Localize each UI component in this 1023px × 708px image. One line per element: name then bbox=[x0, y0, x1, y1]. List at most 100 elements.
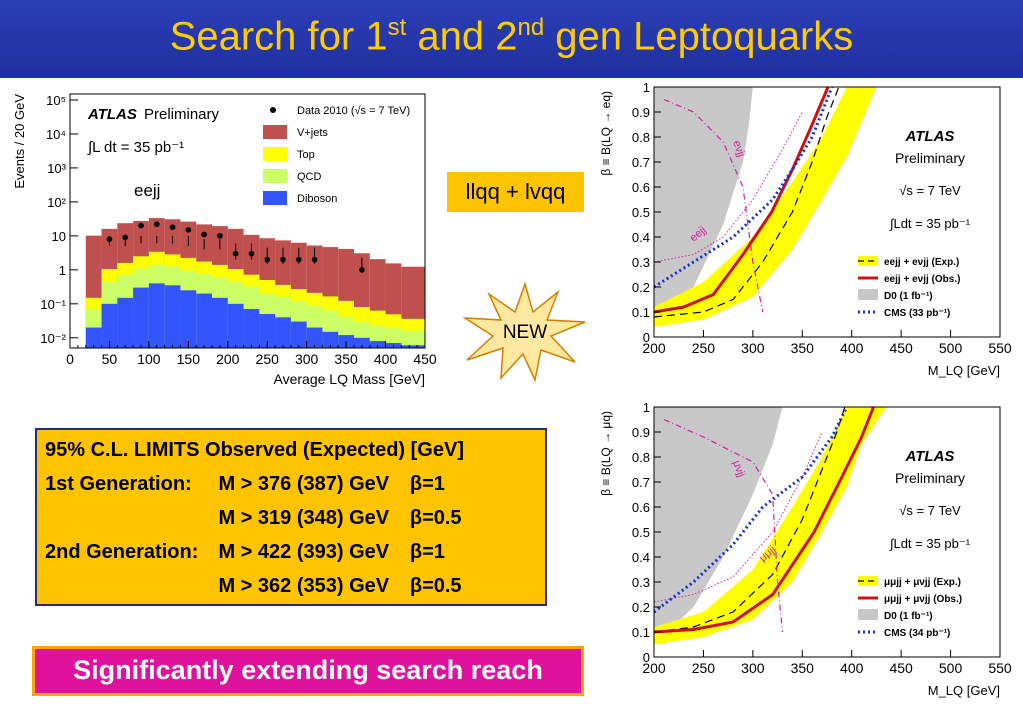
legend-entry: D0 (1 fb⁻¹) bbox=[884, 291, 933, 302]
legend-entry: CMS (34 pb⁻¹) bbox=[884, 628, 950, 639]
beta-cell: β=1 bbox=[409, 472, 445, 495]
y-tick-label: 10⁻¹ bbox=[40, 297, 66, 312]
first-gen-limit-chart: 200 250 300 350 400 450 500 550 0 0.1 0.2 0.3 0.4 0.5… bbox=[600, 82, 1012, 378]
data-point bbox=[359, 267, 365, 273]
channel-label-a: μνjj bbox=[730, 459, 747, 479]
x-tick-label: 150 bbox=[177, 351, 201, 367]
x-tick-label: 300 bbox=[741, 340, 765, 356]
x-tick-label: 250 bbox=[692, 660, 716, 676]
stack-bar-diboson bbox=[401, 345, 425, 348]
atlas-label: ATLAS bbox=[905, 128, 955, 145]
legend-data-marker bbox=[270, 107, 276, 113]
new-badge-label: NEW bbox=[503, 322, 547, 343]
y-tick-label: 1 bbox=[643, 82, 650, 95]
limits-row: M > 362 (353) GeV β=0.5 bbox=[45, 569, 478, 603]
data-point bbox=[217, 233, 223, 239]
preliminary-label: Preliminary bbox=[144, 106, 220, 123]
x-tick-label: 350 bbox=[334, 351, 358, 367]
stack-bar-diboson bbox=[164, 285, 181, 348]
plot-area bbox=[654, 407, 887, 645]
y-tick-label: 0.3 bbox=[632, 255, 650, 270]
stack-bar-diboson bbox=[196, 293, 212, 348]
legend-swatch bbox=[858, 609, 878, 620]
mass-cell: M > 319 (348) GeV bbox=[218, 506, 390, 529]
y-tick-label: 10⁵ bbox=[46, 93, 66, 108]
stack-bar-diboson bbox=[148, 283, 165, 348]
lumi-label: ∫L dt = 35 pb⁻¹ bbox=[87, 139, 184, 156]
y-tick-label: 0.7 bbox=[632, 475, 650, 490]
x-axis-label: Average LQ Mass [GeV] bbox=[274, 371, 425, 387]
x-tick-label: 50 bbox=[102, 351, 118, 367]
x-tick-label: 400 bbox=[840, 340, 864, 356]
mass-cell: M > 422 (393) GeV bbox=[218, 540, 390, 563]
y-tick-label: 1 bbox=[59, 263, 66, 278]
data-point bbox=[248, 250, 255, 257]
legend-swatch bbox=[263, 169, 287, 183]
plot-frame bbox=[69, 93, 426, 349]
y-axis-label: β ≡ B(LQ → μq) bbox=[600, 411, 613, 496]
legend-swatch bbox=[263, 125, 287, 139]
y-tick-label: 0 bbox=[643, 330, 650, 345]
plot-area bbox=[654, 87, 877, 327]
legend-entry: μμjj + μνjj (Obs.) bbox=[884, 594, 962, 605]
y-tick-label: 0.1 bbox=[632, 625, 650, 640]
x-tick-label: 200 bbox=[642, 340, 666, 356]
y-tick-label: 0.9 bbox=[632, 425, 650, 440]
legend-entry: eejj + eνjj (Exp.) bbox=[884, 257, 959, 268]
expected-band bbox=[654, 87, 877, 327]
y-tick-label: 0.5 bbox=[632, 205, 650, 220]
data-point bbox=[201, 231, 207, 238]
y-tick-label: 0.7 bbox=[632, 155, 650, 170]
stack-bar-diboson bbox=[133, 287, 149, 348]
y-tick-label: 10 bbox=[52, 229, 66, 244]
stack-bar-diboson bbox=[275, 317, 291, 348]
y-tick-label: 0.4 bbox=[632, 550, 650, 565]
y-tick-label: 0.5 bbox=[632, 525, 650, 540]
stack-bar-diboson bbox=[354, 337, 370, 348]
x-tick-label: 200 bbox=[216, 351, 240, 367]
single-channel-a-line bbox=[663, 98, 764, 313]
observed-limit-line bbox=[654, 407, 875, 634]
data-point bbox=[169, 224, 176, 230]
legend-entry: eejj + eνjj (Obs.) bbox=[884, 274, 960, 285]
slide-title: Search for 1st and 2nd gen Leptoquarks bbox=[0, 14, 1023, 59]
stack-bar-diboson bbox=[259, 314, 276, 348]
stack-bar-diboson bbox=[180, 290, 197, 348]
atlas-label: ATLAS bbox=[87, 106, 137, 123]
stack-bar-diboson bbox=[243, 309, 260, 348]
generation-cell: 1st Generation: bbox=[45, 472, 192, 495]
legend-entry: Top bbox=[297, 149, 315, 161]
energy-label: √s = 7 TeV bbox=[899, 503, 961, 518]
data-point bbox=[106, 236, 113, 242]
x-tick-label: 450 bbox=[889, 660, 913, 676]
data-point bbox=[264, 256, 271, 263]
stack-bar-diboson bbox=[306, 327, 323, 348]
single-channel-a-line bbox=[663, 418, 784, 633]
stack-bar-qcd bbox=[401, 330, 425, 348]
y-tick-label: 10³ bbox=[47, 161, 66, 176]
energy-label: √s = 7 TeV bbox=[899, 183, 961, 198]
legend-entry: V+jets bbox=[297, 127, 328, 139]
y-tick-label: 10⁻² bbox=[40, 331, 66, 346]
data-point bbox=[138, 222, 144, 229]
data-point bbox=[295, 256, 302, 263]
expected-limit-line bbox=[654, 407, 846, 633]
legend-entry: CMS (33 pb⁻¹) bbox=[884, 308, 950, 319]
channel-label: eejj bbox=[134, 181, 160, 200]
stack-bar-diboson bbox=[290, 321, 307, 348]
x-tick-label: 100 bbox=[137, 351, 161, 367]
x-tick-label: 300 bbox=[295, 351, 319, 367]
mass-cell: M > 376 (387) GeV bbox=[218, 472, 390, 495]
new-star-shape bbox=[463, 282, 586, 382]
lumi-label: ∫Ldt = 35 pb⁻¹ bbox=[889, 216, 971, 231]
title-part-2: and 2 bbox=[406, 14, 518, 59]
y-tick-label: 0.6 bbox=[632, 180, 650, 195]
legend-entry: μμjj + μνjj (Exp.) bbox=[884, 577, 961, 588]
y-tick-label: 0.2 bbox=[632, 600, 650, 615]
y-tick-label: 0.8 bbox=[632, 450, 650, 465]
atlas-label: ATLAS bbox=[905, 448, 955, 465]
channel-label-box: llqq + lvqq bbox=[447, 172, 584, 212]
y-tick-label: 10⁴ bbox=[46, 127, 66, 142]
data-point bbox=[280, 256, 286, 263]
x-tick-label: 450 bbox=[413, 351, 437, 367]
